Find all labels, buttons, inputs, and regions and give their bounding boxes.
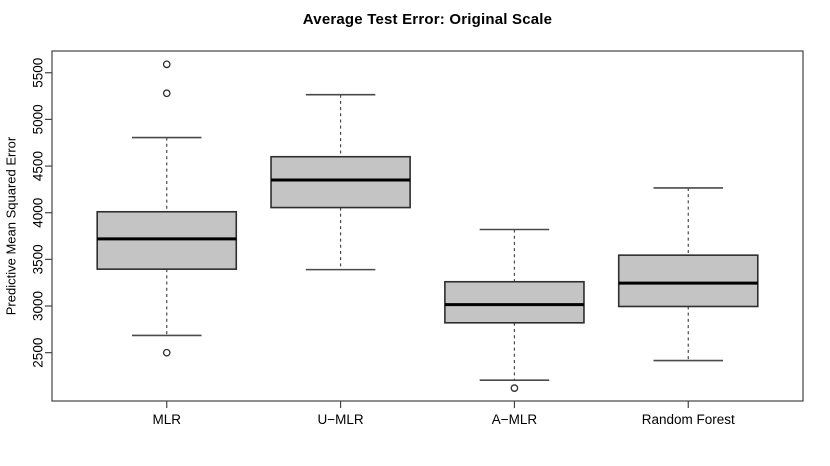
outlier-point [162, 348, 171, 357]
plot-frame [51, 50, 804, 402]
iqr-box [444, 280, 585, 324]
y-tick-label: 5500 [31, 58, 46, 88]
y-tick-label: 5000 [31, 104, 46, 134]
x-category-label: U−MLR [318, 412, 364, 427]
y-tick-label: 2500 [31, 338, 46, 368]
y-tick-label: 4000 [31, 198, 46, 228]
y-tick-label: 3000 [31, 291, 46, 321]
x-category-label: Random Forest [642, 412, 735, 427]
x-category-label: A−MLR [492, 412, 538, 427]
iqr-box [617, 254, 759, 308]
outlier-point [162, 89, 171, 98]
iqr-box [270, 155, 411, 209]
iqr-box [96, 210, 238, 270]
y-tick-label: 3500 [31, 244, 46, 274]
x-category-label: MLR [152, 412, 181, 427]
outlier-point [162, 60, 171, 69]
y-tick-label: 4500 [31, 151, 46, 181]
chart-title: Average Test Error: Original Scale [302, 11, 553, 28]
outlier-point [510, 384, 519, 392]
y-axis-title: Predictive Mean Squared Error [3, 136, 19, 316]
